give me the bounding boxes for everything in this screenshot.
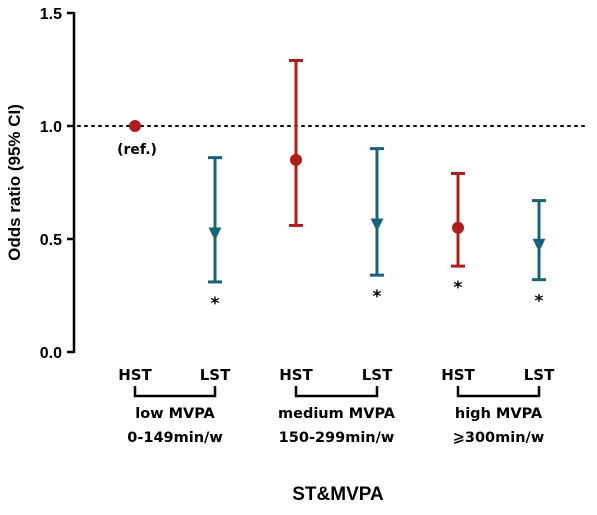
- group-range: 0-149min/w: [127, 430, 222, 446]
- y-tick-label: 0.5: [40, 232, 62, 249]
- data-point-lst: *: [532, 199, 546, 312]
- category-label-lst: LST: [362, 366, 393, 384]
- point-marker-circle: [452, 221, 464, 234]
- point-marker-triangle: [370, 218, 384, 232]
- point-marker-triangle: [532, 238, 546, 252]
- group-name: high MVPA: [455, 406, 543, 422]
- group-bracket: [133, 386, 217, 398]
- y-tick-label: 1.0: [40, 119, 62, 136]
- group-bracket: [294, 386, 379, 398]
- group-range: ⩾300min/w: [453, 430, 545, 446]
- category-label-hst: HST: [441, 366, 475, 384]
- category-label-lst: LST: [524, 366, 555, 384]
- data-point-lst: *: [370, 147, 384, 307]
- y-tick-label: 0.0: [40, 345, 62, 362]
- point-marker-triangle: [208, 227, 222, 241]
- group-name: low MVPA: [135, 406, 215, 422]
- x-axis: HST LST HST LST HST LST low MVPA 0-149min/w medi…: [118, 366, 555, 446]
- category-label-lst: LST: [200, 366, 231, 384]
- data-point-hst: (ref.): [117, 120, 157, 158]
- significance-star: *: [373, 287, 382, 307]
- y-axis: 0.0 0.5 1.0 1.5: [40, 6, 76, 362]
- reference-annotation: (ref.): [117, 142, 157, 158]
- y-axis-label: Odds ratio (95% CI): [5, 104, 24, 261]
- data-point-hst: [289, 58, 303, 227]
- group-bracket: [456, 386, 541, 398]
- point-marker-circle: [290, 153, 302, 166]
- data-point-lst: *: [208, 156, 222, 314]
- point-marker-circle: [129, 120, 141, 132]
- significance-star: *: [535, 292, 544, 312]
- category-label-hst: HST: [118, 366, 152, 384]
- category-label-hst: HST: [279, 366, 313, 384]
- group-name: medium MVPA: [278, 406, 396, 422]
- data-marks: (ref.) * * * *: [117, 58, 546, 314]
- group-range: 150-299min/w: [279, 430, 395, 446]
- significance-star: *: [211, 294, 220, 314]
- x-axis-label: ST&MVPA: [292, 484, 384, 505]
- significance-star: *: [454, 278, 463, 298]
- y-tick-label: 1.5: [40, 6, 62, 23]
- data-point-hst: *: [451, 171, 465, 298]
